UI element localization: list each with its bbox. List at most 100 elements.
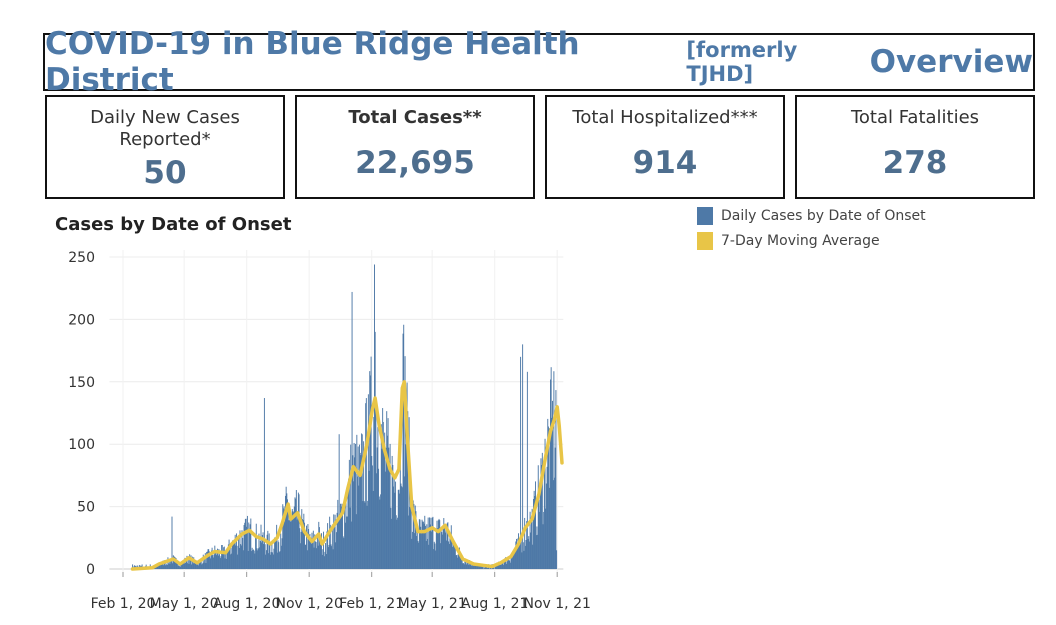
daily-case-bar [274,537,276,569]
daily-case-bar [363,501,365,569]
daily-case-bar [427,517,429,569]
daily-case-bar [354,443,356,569]
daily-case-bar [304,544,306,569]
daily-case-bar [513,552,515,569]
daily-case-bar [300,531,302,569]
daily-case-bar [457,554,459,569]
daily-case-bar [243,525,245,569]
daily-case-bar [359,444,361,569]
x-tick-label: Aug 1, 20 [213,596,280,612]
daily-case-bar [505,563,507,569]
daily-case-bar [181,561,183,569]
legend-item-moving-average[interactable]: 7-Day Moving Average [697,228,926,253]
daily-case-bar [157,565,159,569]
daily-case-bar [231,540,233,569]
daily-case-bar [383,452,385,569]
daily-case-bar [177,566,179,569]
daily-case-bar [441,532,443,569]
daily-case-bar [465,561,467,569]
daily-case-bar [465,564,467,569]
daily-case-bar [398,489,400,569]
daily-case-bar [437,520,439,569]
daily-case-bar [321,554,323,569]
daily-case-bar [179,566,181,569]
daily-case-bar [416,535,418,569]
daily-case-bar [335,532,337,569]
daily-case-bar [369,371,371,569]
daily-case-bar [226,551,228,569]
daily-case-bar [449,532,451,569]
y-tick-label: 250 [68,250,95,266]
daily-case-bar [250,518,252,569]
daily-case-bar [410,504,412,569]
daily-case-bar [189,554,191,569]
daily-case-bar [469,560,471,569]
daily-case-bar [530,516,532,569]
daily-case-bar [492,567,494,569]
daily-case-bar [175,558,177,569]
daily-case-bar [299,543,301,569]
daily-case-bar [416,532,418,569]
daily-case-bar [285,495,286,569]
kpi-label: Daily New Cases Reported* [90,107,240,150]
daily-case-bar [431,531,433,569]
daily-case-bar [321,533,322,569]
daily-case-bar [533,490,535,569]
daily-case-bar [515,541,517,569]
daily-case-bar [408,417,410,569]
daily-case-bar [380,494,382,569]
daily-case-bar [453,542,455,569]
daily-case-bar [271,541,273,569]
daily-case-bar [264,544,266,569]
daily-case-bar [536,526,538,569]
daily-case-bar [234,542,235,569]
daily-case-bar [447,522,449,569]
daily-case-bar [239,530,241,569]
daily-case-bar [382,421,384,569]
daily-case-bar [318,521,320,569]
daily-case-bar [359,452,361,569]
daily-case-bar [236,533,238,569]
daily-case-bar [345,495,347,569]
daily-case-bar [458,550,460,569]
daily-case-bar [476,564,478,569]
daily-case-bar [317,545,319,569]
daily-case-bar [217,555,219,569]
y-tick-label: 0 [86,562,95,578]
daily-case-bar [168,559,170,569]
daily-case-bar [348,478,350,569]
daily-case-bar [313,547,315,569]
daily-case-bar [196,564,198,569]
daily-case-bar [391,455,393,569]
daily-case-bar [387,418,389,569]
daily-case-bar [247,550,249,569]
daily-case-bar [411,538,413,569]
daily-case-bar [280,545,282,569]
legend-item-daily-cases[interactable]: Daily Cases by Date of Onset [697,203,926,228]
daily-case-bar [385,447,387,569]
x-tick-label: Aug 1, 21 [461,596,528,612]
daily-case-bar [376,447,378,569]
daily-case-bar [251,551,252,569]
daily-case-bar [527,538,529,569]
daily-case-bar [255,534,257,569]
daily-case-bar [466,560,468,569]
daily-case-bar [231,553,233,569]
daily-case-bar [186,555,188,569]
daily-case-bar [235,545,237,569]
daily-case-bar [165,562,167,569]
daily-case-bar [344,499,346,569]
daily-case-bar [327,523,329,569]
daily-case-bar [388,447,390,569]
daily-case-bar [325,543,327,569]
daily-case-bar [262,532,264,569]
daily-case-bar [391,518,392,569]
daily-case-bar [395,515,397,569]
daily-case-bar [342,510,344,569]
daily-case-bar [537,465,539,569]
daily-case-bar [351,291,353,569]
daily-case-bar [305,544,307,569]
daily-case-bar [471,565,473,569]
daily-case-bar [454,541,456,569]
daily-case-bar [306,550,308,569]
